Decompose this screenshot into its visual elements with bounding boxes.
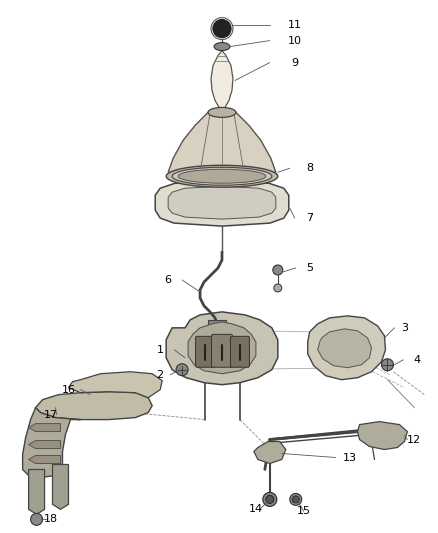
Text: 17: 17 bbox=[43, 410, 58, 419]
Circle shape bbox=[381, 359, 393, 371]
Ellipse shape bbox=[172, 167, 272, 185]
Polygon shape bbox=[318, 329, 371, 368]
FancyBboxPatch shape bbox=[230, 336, 249, 367]
Polygon shape bbox=[53, 464, 68, 510]
Circle shape bbox=[31, 513, 42, 526]
Text: 4: 4 bbox=[414, 355, 421, 365]
Text: 2: 2 bbox=[157, 370, 164, 379]
Polygon shape bbox=[35, 392, 152, 419]
Polygon shape bbox=[208, 320, 226, 328]
Polygon shape bbox=[254, 441, 286, 464]
Polygon shape bbox=[23, 408, 81, 478]
Circle shape bbox=[176, 364, 188, 376]
Circle shape bbox=[273, 265, 283, 275]
Circle shape bbox=[263, 492, 277, 506]
Text: 15: 15 bbox=[297, 506, 311, 516]
Text: 12: 12 bbox=[407, 434, 421, 445]
FancyBboxPatch shape bbox=[196, 336, 215, 367]
Ellipse shape bbox=[208, 108, 236, 117]
Circle shape bbox=[292, 496, 299, 503]
Polygon shape bbox=[28, 441, 60, 449]
Circle shape bbox=[274, 284, 282, 292]
Polygon shape bbox=[211, 51, 233, 110]
Polygon shape bbox=[308, 316, 385, 379]
Text: 9: 9 bbox=[291, 58, 298, 68]
Text: 16: 16 bbox=[61, 385, 75, 394]
Text: 1: 1 bbox=[157, 345, 164, 355]
Circle shape bbox=[213, 20, 231, 38]
Text: 6: 6 bbox=[165, 275, 172, 285]
Polygon shape bbox=[168, 186, 276, 219]
Polygon shape bbox=[357, 422, 407, 449]
Text: 5: 5 bbox=[306, 263, 313, 273]
Text: 10: 10 bbox=[288, 36, 302, 46]
Ellipse shape bbox=[166, 165, 278, 187]
Ellipse shape bbox=[214, 43, 230, 51]
Ellipse shape bbox=[178, 169, 266, 183]
Text: 8: 8 bbox=[306, 163, 313, 173]
Text: 11: 11 bbox=[288, 20, 302, 30]
FancyBboxPatch shape bbox=[212, 334, 233, 367]
Polygon shape bbox=[28, 470, 45, 514]
Circle shape bbox=[290, 494, 302, 505]
Polygon shape bbox=[168, 110, 276, 180]
Polygon shape bbox=[28, 456, 60, 464]
Text: 13: 13 bbox=[343, 453, 357, 463]
Polygon shape bbox=[28, 424, 60, 432]
Polygon shape bbox=[68, 372, 162, 398]
Text: 3: 3 bbox=[401, 323, 408, 333]
Text: 7: 7 bbox=[306, 213, 313, 223]
Text: 14: 14 bbox=[249, 504, 263, 514]
Circle shape bbox=[266, 495, 274, 503]
Polygon shape bbox=[155, 181, 289, 226]
Polygon shape bbox=[188, 322, 256, 374]
Text: 18: 18 bbox=[43, 514, 58, 524]
Polygon shape bbox=[166, 312, 278, 385]
